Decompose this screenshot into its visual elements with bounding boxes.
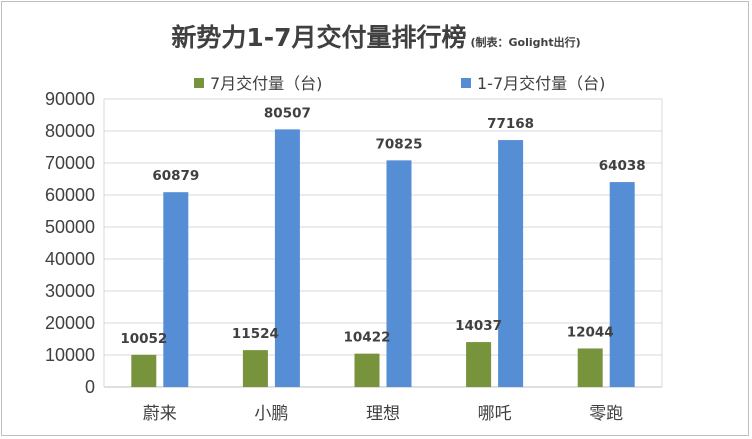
y-axis-ticks: 0 10000 20000 30000 40000 50000 60000 70000 8000… — [45, 89, 95, 397]
legend-label: 1-7月交付量（台) — [477, 74, 605, 93]
gridlines — [103, 98, 663, 388]
bar — [242, 350, 268, 387]
bar — [131, 354, 157, 387]
chart-title: 新势力1-7月交付量排行榜 — [171, 23, 467, 52]
y-tick-label: 90000 — [45, 89, 95, 109]
data-label: 60879 — [152, 168, 199, 184]
y-tick-label: 20000 — [45, 313, 95, 333]
chart-subtitle: (制表：Golight出行) — [470, 36, 581, 49]
data-label: 14037 — [455, 318, 502, 334]
y-tick-label: 70000 — [45, 153, 95, 173]
data-label: 70825 — [376, 136, 423, 152]
data-label: 10052 — [120, 331, 167, 347]
legend-label: 7月交付量（台) — [210, 74, 322, 93]
x-tick-label: 小鹏 — [254, 404, 288, 424]
bar — [466, 342, 492, 387]
y-tick-label: 80000 — [45, 121, 95, 141]
legend-swatch — [194, 78, 204, 88]
bar — [354, 353, 380, 387]
bar — [498, 140, 524, 387]
data-label: 10422 — [344, 330, 391, 346]
x-tick-label: 蔚来 — [143, 404, 177, 424]
y-tick-label: 10000 — [45, 345, 95, 365]
bar — [163, 192, 189, 387]
data-label: 77168 — [487, 116, 534, 132]
data-label: 11524 — [232, 326, 279, 342]
y-tick-label: 50000 — [45, 217, 95, 237]
x-tick-label: 零跑 — [589, 404, 623, 424]
bar — [577, 348, 603, 387]
y-tick-label: 30000 — [45, 281, 95, 301]
legend-swatch — [461, 78, 471, 88]
x-tick-label: 哪吒 — [478, 404, 512, 424]
title-block: 新势力1-7月交付量排行榜 (制表：Golight出行) — [0, 18, 752, 54]
data-labels: 10052 60879 11524 80507 10422 70825 14037 77168… — [120, 105, 645, 346]
data-label: 80507 — [264, 105, 311, 121]
y-tick-label: 0 — [85, 377, 95, 397]
legend: 7月交付量（台) 1-7月交付量（台) — [194, 74, 605, 93]
y-tick-label: 40000 — [45, 249, 95, 269]
bar — [386, 160, 412, 387]
x-axis-ticks: 蔚来 小鹏 理想 哪吒 零跑 — [143, 404, 623, 424]
bar — [609, 182, 635, 387]
data-label: 64038 — [599, 158, 646, 174]
bar — [274, 129, 300, 387]
y-tick-label: 60000 — [45, 185, 95, 205]
x-tick-label: 理想 — [366, 404, 400, 424]
data-label: 12044 — [567, 324, 614, 340]
bars — [131, 129, 635, 387]
